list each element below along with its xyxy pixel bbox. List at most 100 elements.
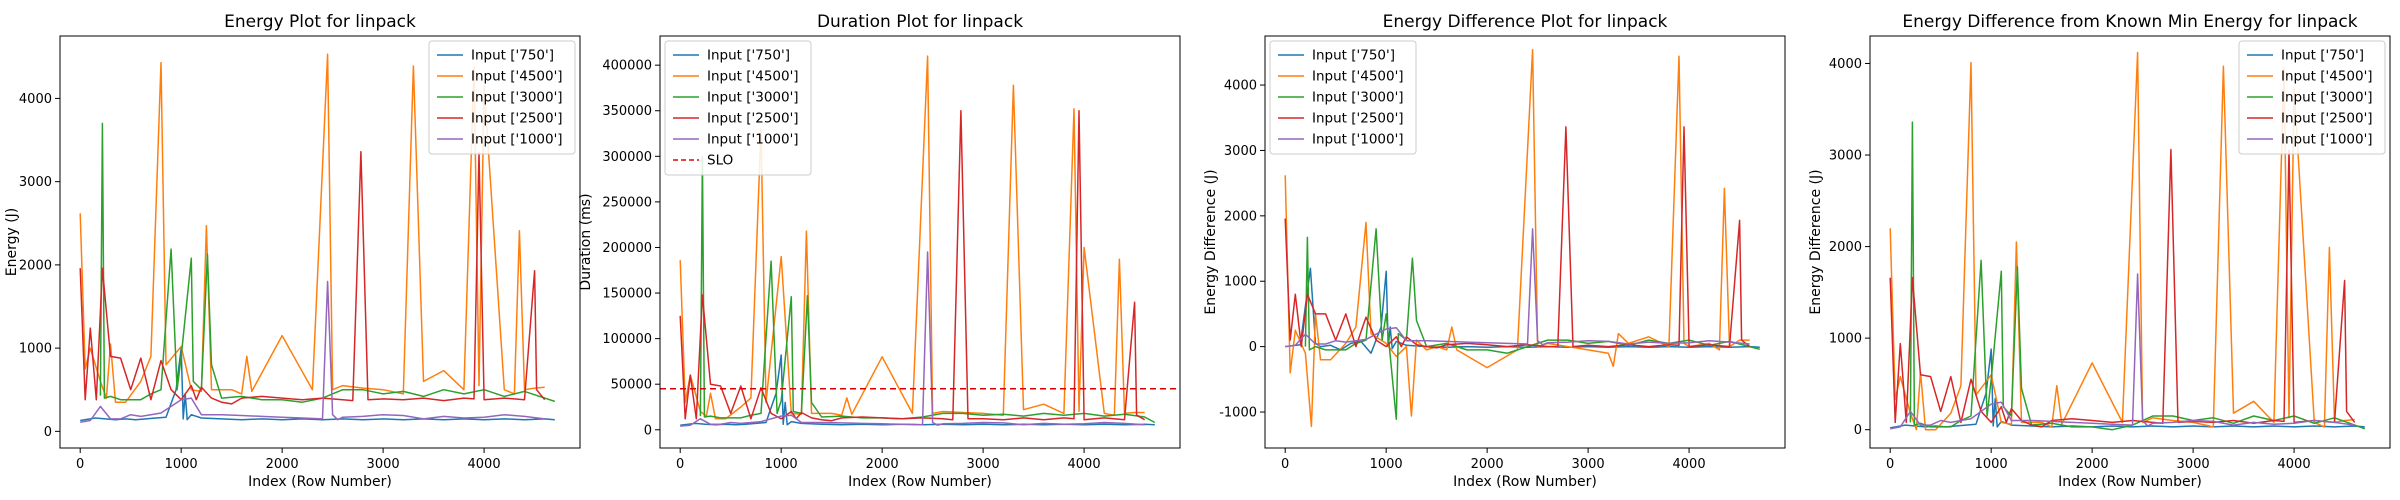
x-tick-label: 3000 — [367, 457, 400, 472]
y-tick-label: 0 — [44, 425, 52, 440]
legend-label: Input ['750'] — [2281, 48, 2364, 64]
legend-label: Input ['4500'] — [1312, 69, 1404, 85]
series-line-1 — [80, 347, 555, 422]
series-line-2 — [1284, 48, 1750, 428]
x-tick-label: 0 — [1886, 457, 1894, 472]
legend-label: Input ['3000'] — [471, 90, 563, 106]
x-tick-label: 4000 — [468, 457, 501, 472]
y-tick-label: 4000 — [19, 92, 52, 107]
y-axis-label: Duration (ms) — [578, 193, 594, 290]
series-line-2 — [679, 55, 1145, 420]
chart-title: Energy Plot for linpack — [224, 12, 416, 32]
legend-label: Input ['2500'] — [2281, 111, 2373, 127]
x-tick-label: 0 — [676, 457, 684, 472]
x-tick-label: 2000 — [866, 457, 899, 472]
y-tick-label: 4000 — [1829, 57, 1862, 72]
series-line-4 — [679, 109, 1146, 422]
chart-title: Energy Difference Plot for linpack — [1383, 12, 1668, 32]
legend: Input ['750'] Input ['4500'] Input ['3000'… — [428, 40, 576, 155]
series-line-3 — [699, 155, 1156, 424]
y-tick-label: 3000 — [19, 175, 52, 190]
legend-box — [664, 40, 812, 176]
legend-label: SLO — [707, 153, 733, 169]
legend-box — [2238, 40, 2386, 155]
y-ticks: 0 1000 2000 3000 4000 — [1829, 57, 1870, 438]
y-tick-label: 250000 — [602, 195, 652, 210]
plot-frame — [59, 35, 581, 449]
legend-label: Input ['4500'] — [2281, 69, 2373, 85]
series-line-3 — [99, 122, 556, 403]
x-axis-label: Index (Row Number) — [1453, 474, 1597, 490]
legend-label: Input ['2500'] — [1312, 111, 1404, 127]
legend-label: Input ['1000'] — [2281, 132, 2373, 148]
y-tick-label: 2000 — [1829, 240, 1862, 255]
x-axis-label: Index (Row Number) — [248, 474, 392, 490]
x-tick-label: 1000 — [1370, 457, 1403, 472]
y-axis-label: Energy (J) — [4, 208, 20, 277]
plot-frame — [1264, 35, 1786, 449]
series-line-4 — [79, 150, 546, 405]
series-group — [1284, 48, 1760, 428]
plot-frame — [1869, 35, 2391, 449]
x-tick-label: 1000 — [165, 457, 198, 472]
legend-label: Input ['3000'] — [1312, 90, 1404, 106]
legend-label: Input ['750'] — [1312, 48, 1395, 64]
legend-label: Input ['750'] — [471, 48, 554, 64]
chart-panel-4: 0 1000 2000 3000 4000 0 1000 2000 3000 4000 Energy… — [1808, 12, 2391, 490]
chart-panel-3: 0 1000 2000 3000 4000 -1000 0 1000 2000 3000 4000 E… — [1203, 12, 1786, 490]
y-tick-label: 0 — [644, 423, 652, 438]
chart-panel-1: 0 1000 2000 3000 4000 0 1000 2000 3000 4000 Energy… — [4, 12, 581, 490]
series-line-5 — [80, 280, 545, 423]
x-tick-label: 0 — [76, 457, 84, 472]
legend-label: Input ['2500'] — [471, 111, 563, 127]
y-tick-label: 3000 — [1224, 144, 1257, 159]
y-axis-label: Energy Difference (J) — [1808, 169, 1824, 314]
legend-label: Input ['1000'] — [1312, 132, 1404, 148]
x-tick-label: 0 — [1281, 457, 1289, 472]
chart-panel-2: 0 1000 2000 3000 4000 0 50000 100000 150000 20000… — [578, 12, 1181, 490]
y-tick-label: 350000 — [602, 104, 652, 119]
y-tick-label: 2000 — [19, 258, 52, 273]
legend-label: Input ['2500'] — [707, 111, 799, 127]
plot-frame — [659, 35, 1181, 449]
legend: Input ['750'] Input ['4500'] Input ['3000'… — [664, 40, 812, 176]
x-tick-label: 2000 — [1471, 457, 1504, 472]
series-group — [679, 55, 1156, 427]
chart-title: Duration Plot for linpack — [817, 12, 1023, 32]
series-group — [79, 53, 556, 423]
x-axis-label: Index (Row Number) — [2058, 474, 2202, 490]
x-ticks: 0 1000 2000 3000 4000 — [76, 448, 501, 472]
y-tick-label: 2000 — [1224, 209, 1257, 224]
x-tick-label: 4000 — [1673, 457, 1706, 472]
y-ticks: -1000 0 1000 2000 3000 4000 — [1219, 79, 1265, 421]
y-tick-label: 100000 — [602, 332, 652, 347]
legend-box — [428, 40, 576, 155]
series-line-5 — [680, 251, 1145, 427]
legend-label: Input ['3000'] — [707, 90, 799, 106]
x-tick-label: 2000 — [266, 457, 299, 472]
y-tick-label: 0 — [1249, 340, 1257, 355]
legend-label: Input ['4500'] — [707, 69, 799, 85]
series-line-4 — [1889, 148, 2356, 428]
y-tick-label: -1000 — [1219, 406, 1257, 421]
x-tick-label: 2000 — [2076, 457, 2109, 472]
y-ticks: 0 50000 100000 150000 200000 250000 300000 3500… — [602, 59, 660, 438]
x-ticks: 0 1000 2000 3000 4000 — [1281, 448, 1706, 472]
y-tick-label: 300000 — [602, 150, 652, 165]
series-line-5 — [1285, 228, 1750, 348]
x-axis-label: Index (Row Number) — [848, 474, 992, 490]
y-tick-label: 200000 — [602, 241, 652, 256]
legend-label: Input ['3000'] — [2281, 90, 2373, 106]
x-ticks: 0 1000 2000 3000 4000 — [1886, 448, 2311, 472]
legend: Input ['750'] Input ['4500'] Input ['3000'… — [2238, 40, 2386, 155]
legend: Input ['750'] Input ['4500'] Input ['3000'… — [1269, 40, 1417, 155]
legend-label: Input ['4500'] — [471, 69, 563, 85]
legend-label: Input ['1000'] — [471, 132, 563, 148]
series-line-5 — [1890, 273, 2355, 430]
x-tick-label: 4000 — [2278, 457, 2311, 472]
y-tick-label: 400000 — [602, 59, 652, 74]
y-tick-label: 3000 — [1829, 149, 1862, 164]
legend-box — [1269, 40, 1417, 155]
y-ticks: 0 1000 2000 3000 4000 — [19, 92, 60, 440]
y-tick-label: 50000 — [611, 378, 652, 393]
